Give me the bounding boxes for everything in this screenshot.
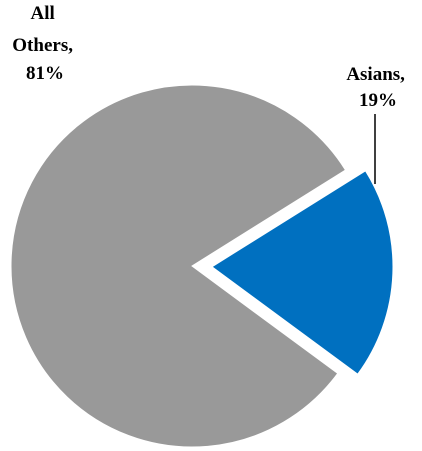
asians-label-line-1: Asians, xyxy=(346,64,405,85)
pie-slice-all-others xyxy=(10,84,347,448)
pie-slice-asians xyxy=(211,170,394,375)
all-others-label-line-2: Others, xyxy=(12,35,73,56)
all-others-label-line-3: 81% xyxy=(26,63,64,84)
all-others-label-line-1: All xyxy=(30,3,54,24)
asians-label-line-2: 19% xyxy=(359,90,397,111)
pie-slices xyxy=(10,84,394,448)
asians-label: Asians, 19% xyxy=(346,64,409,111)
all-others-label: All Others, 81% xyxy=(12,3,77,84)
